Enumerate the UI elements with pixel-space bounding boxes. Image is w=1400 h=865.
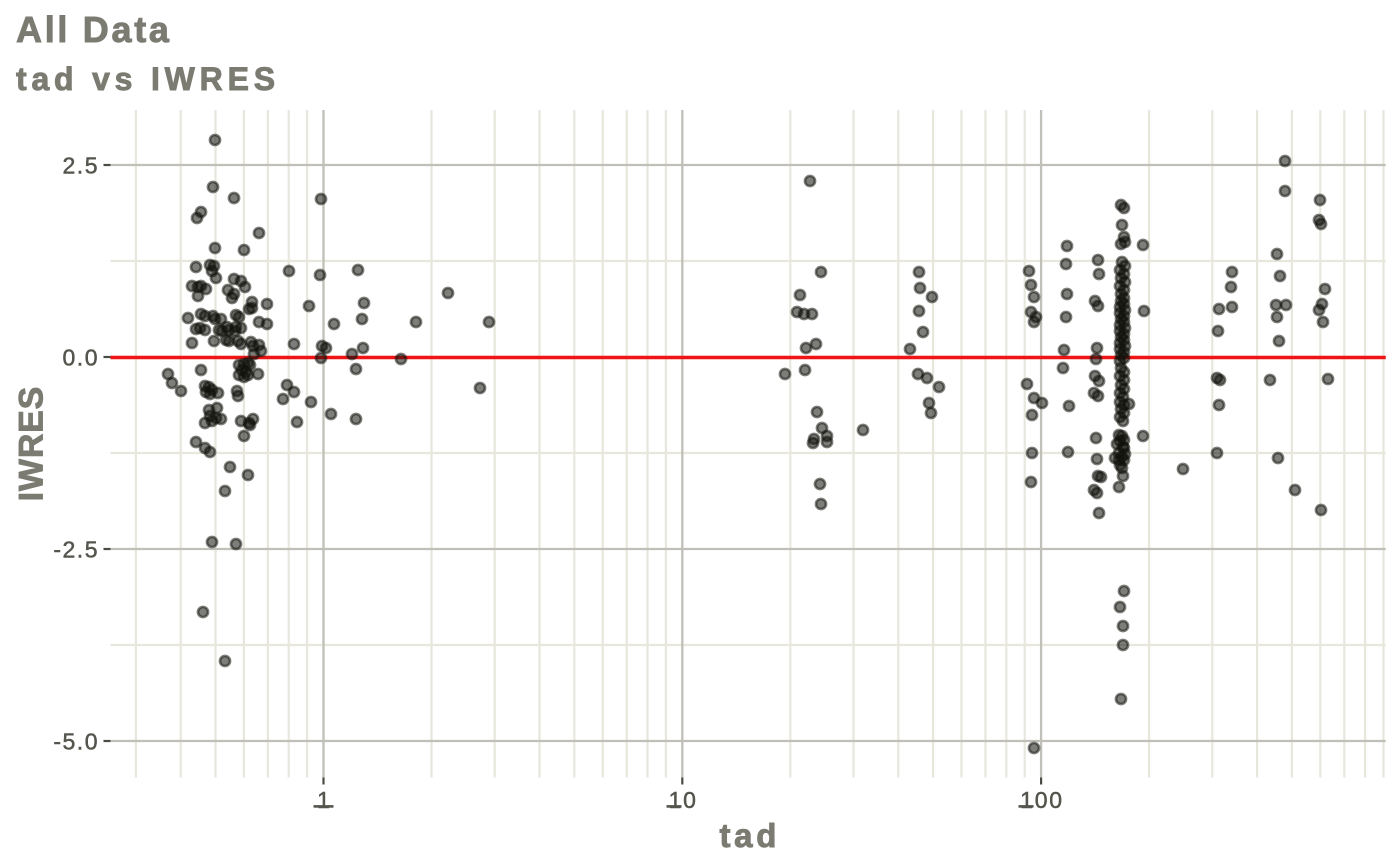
svg-text:tad vs IWRES: tad vs IWRES <box>16 61 280 97</box>
svg-text:-2.5: -2.5 <box>53 536 99 562</box>
svg-text:100: 100 <box>1020 787 1064 813</box>
svg-text:10: 10 <box>669 787 698 813</box>
svg-text:0.0: 0.0 <box>63 344 99 370</box>
svg-text:All Data: All Data <box>16 9 172 50</box>
svg-text:2.5: 2.5 <box>63 152 99 178</box>
svg-text:1: 1 <box>317 787 332 813</box>
svg-text:-5.0: -5.0 <box>53 728 99 754</box>
svg-text:tad: tad <box>719 817 780 854</box>
svg-text:IWRES: IWRES <box>13 386 51 501</box>
